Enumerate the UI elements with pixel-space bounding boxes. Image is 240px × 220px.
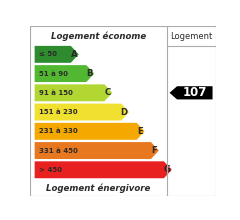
Text: A: A [71,50,77,59]
Polygon shape [169,86,213,99]
Text: 331 à 450: 331 à 450 [39,148,78,154]
Text: F: F [151,146,157,155]
Text: 151 à 230: 151 à 230 [39,109,78,115]
Text: C: C [104,88,111,97]
Text: B: B [86,69,93,78]
Polygon shape [35,123,144,140]
Text: 91 à 150: 91 à 150 [39,90,73,96]
Text: E: E [137,127,143,136]
Text: D: D [121,108,128,117]
Polygon shape [35,84,112,101]
Text: Logement économe: Logement économe [51,31,146,41]
Text: ≤ 50: ≤ 50 [39,51,57,57]
Text: 51 à 90: 51 à 90 [39,71,68,77]
Text: G: G [163,165,170,174]
Polygon shape [35,65,94,82]
Text: Logement énergivore: Logement énergivore [46,183,150,193]
Polygon shape [35,161,172,178]
Text: 107: 107 [183,86,207,99]
Polygon shape [35,142,159,159]
Polygon shape [35,104,129,121]
Text: > 450: > 450 [39,167,62,173]
Polygon shape [35,46,79,63]
Text: Logement: Logement [170,32,212,41]
Text: 231 à 330: 231 à 330 [39,128,78,134]
